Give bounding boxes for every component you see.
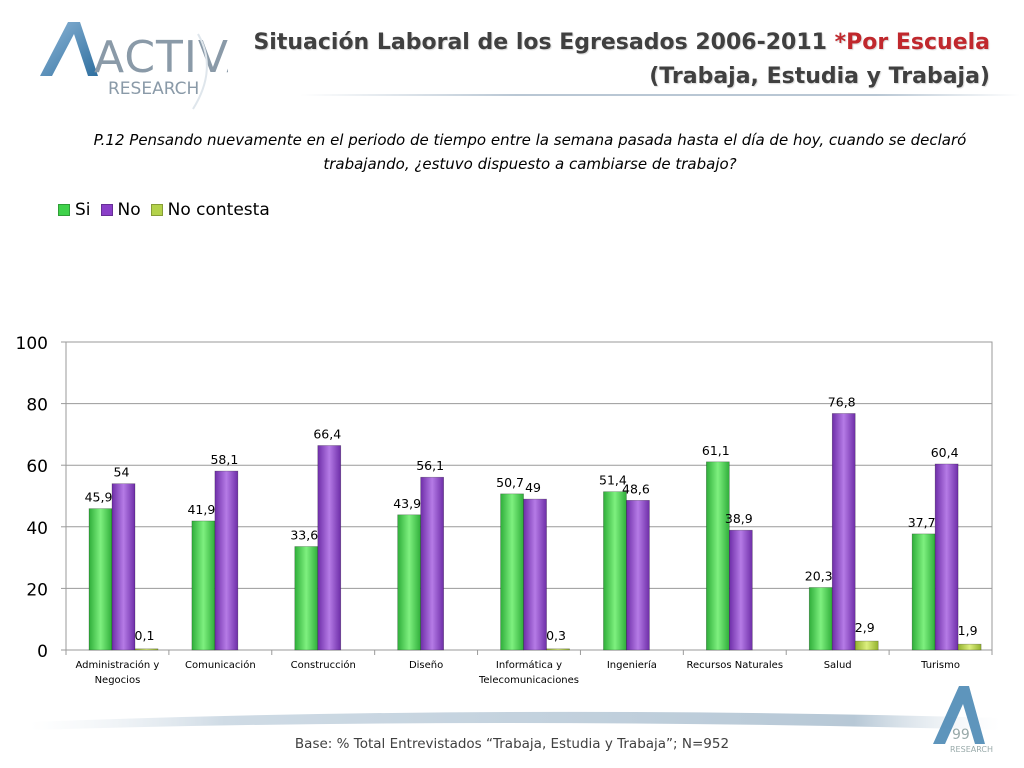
legend-item-no: No bbox=[100, 200, 141, 220]
legend-label-no-contesta: No contesta bbox=[167, 200, 270, 220]
x-tick-label-2: Construcción bbox=[291, 659, 356, 671]
chart-legend: Si No No contesta bbox=[58, 200, 280, 220]
data-label-si-4: 50,7 bbox=[496, 475, 524, 490]
y-tick-label-40: 40 bbox=[26, 519, 48, 539]
question-text: P.12 Pensando nuevamente en el periodo d… bbox=[30, 128, 1024, 176]
data-label-no-contesta-7: 2,9 bbox=[855, 620, 875, 635]
x-tick-label-4: Informática y bbox=[496, 659, 562, 671]
x-tick-label-1: Comunicación bbox=[185, 659, 256, 671]
x-tick-label-0-line2: Negocios bbox=[95, 675, 141, 686]
title-line-1: Situación Laboral de los Egresados 2006-… bbox=[253, 30, 835, 55]
bar-no-6 bbox=[729, 529, 753, 651]
x-tick-label-5: Ingeniería bbox=[607, 659, 657, 671]
legend-swatch-si bbox=[58, 204, 70, 216]
title-accent: *Por Escuela bbox=[834, 30, 990, 55]
bar-no-contesta-7 bbox=[854, 640, 879, 651]
y-tick-label-100: 100 bbox=[16, 334, 48, 354]
x-tick-label-6: Recursos Naturales bbox=[686, 660, 783, 671]
page-title: Situación Laboral de los Egresados 2006-… bbox=[253, 26, 990, 94]
bar-no-1 bbox=[214, 470, 239, 651]
bar-no-contesta-4 bbox=[546, 648, 570, 651]
legend-swatch-no bbox=[100, 204, 113, 216]
data-label-no-8: 60,4 bbox=[931, 445, 959, 460]
bar-chart: 0 20 40 60 80 100 45,954 0,1 Administración y Neg… bbox=[16, 334, 993, 686]
data-label-si-1: 41,9 bbox=[187, 502, 215, 517]
bar-si-0 bbox=[88, 508, 113, 651]
data-label-si-0: 45,9 bbox=[85, 490, 113, 505]
data-label-si-8: 37,7 bbox=[908, 515, 936, 530]
question-line-1: P.12 Pensando nuevamente en el periodo d… bbox=[93, 131, 967, 149]
x-tick-label-3: Diseño bbox=[409, 660, 443, 671]
mini-logo-text: RESEARCH bbox=[950, 745, 993, 754]
data-label-no-contesta-0: 0,1 bbox=[135, 628, 155, 643]
bar-si-2 bbox=[294, 546, 319, 651]
bar-no-8 bbox=[934, 463, 959, 651]
bar-no-contesta-0 bbox=[134, 648, 159, 651]
legend-item-no-contesta: No contesta bbox=[150, 200, 270, 220]
bar-si-3 bbox=[397, 514, 421, 651]
bar-si-4 bbox=[500, 493, 524, 651]
data-label-no-0: 54 bbox=[114, 465, 130, 480]
bar-si-5 bbox=[603, 491, 627, 651]
base-footnote: Base: % Total Entrevistados “Trabaja, Es… bbox=[294, 736, 730, 752]
activa-research-logo: ACTIVA RESEARCH bbox=[40, 22, 228, 110]
data-label-no-4: 49 bbox=[525, 480, 541, 495]
question-line-2: trabajando, ¿estuvo dispuesto a cambiars… bbox=[323, 155, 737, 173]
bar-si-1 bbox=[191, 520, 216, 651]
bar-si-8 bbox=[911, 533, 936, 651]
x-tick-label-4-line2: Telecomunicaciones bbox=[478, 675, 579, 686]
data-label-si-7: 20,3 bbox=[805, 568, 833, 583]
data-label-si-2: 33,6 bbox=[290, 528, 318, 543]
data-label-no-contesta-4: 0,3 bbox=[546, 628, 566, 643]
x-tick-label-8: Turismo bbox=[920, 660, 960, 671]
data-label-no-5: 48,6 bbox=[622, 481, 650, 496]
data-label-no-7: 76,8 bbox=[828, 394, 856, 409]
data-label-no-1: 58,1 bbox=[210, 452, 238, 467]
page-number: 99 bbox=[952, 727, 970, 743]
legend-swatch-no-contesta bbox=[150, 204, 163, 216]
y-tick-label-0: 0 bbox=[37, 642, 48, 662]
data-label-no-2: 66,4 bbox=[313, 426, 341, 441]
data-label-no-contesta-8: 1,9 bbox=[958, 623, 978, 638]
legend-label-si: Si bbox=[75, 200, 91, 220]
bottom-decorative-band bbox=[30, 711, 1000, 730]
x-tick-label-0: Administración y bbox=[76, 659, 160, 671]
bar-si-7 bbox=[808, 587, 833, 651]
bar-no-2 bbox=[317, 445, 342, 651]
y-tick-label-60: 60 bbox=[26, 457, 48, 477]
mini-logo-icon bbox=[933, 686, 985, 744]
x-tick-label-7: Salud bbox=[824, 660, 852, 671]
y-tick-label-80: 80 bbox=[26, 396, 48, 416]
legend-label-no: No bbox=[117, 200, 141, 220]
bar-no-4 bbox=[523, 498, 547, 651]
data-label-si-5: 51,4 bbox=[599, 473, 627, 488]
bar-no-0 bbox=[111, 483, 136, 651]
bar-no-3 bbox=[420, 476, 444, 651]
legend-item-si: Si bbox=[58, 200, 91, 220]
y-tick-label-20: 20 bbox=[26, 580, 48, 600]
data-label-no-6: 38,9 bbox=[725, 511, 753, 526]
title-divider bbox=[300, 94, 1020, 96]
bar-no-contesta-8 bbox=[957, 643, 982, 651]
logo-subtitle-text: RESEARCH bbox=[108, 79, 199, 99]
bar-no-5 bbox=[626, 500, 650, 651]
logo-a-mark bbox=[40, 22, 98, 76]
data-label-si-6: 61,1 bbox=[702, 443, 730, 458]
bar-si-6 bbox=[706, 461, 730, 651]
logo-arc bbox=[192, 33, 208, 110]
bar-no-7 bbox=[831, 413, 856, 651]
title-line-2: (Trabaja, Estudia y Trabaja) bbox=[649, 64, 990, 89]
data-label-no-3: 56,1 bbox=[416, 458, 444, 473]
data-label-si-3: 43,9 bbox=[393, 496, 421, 511]
